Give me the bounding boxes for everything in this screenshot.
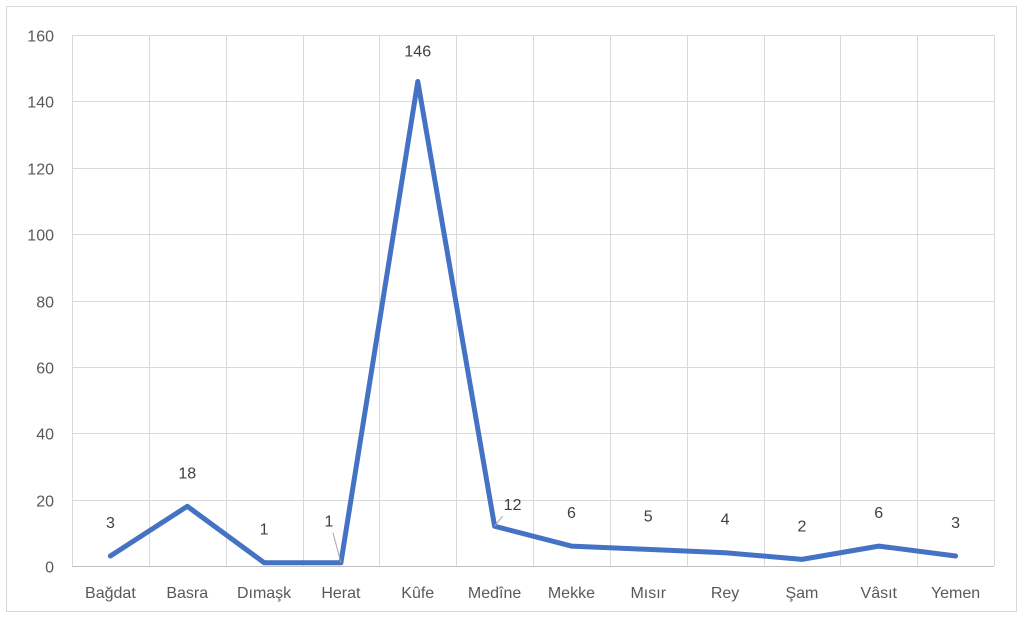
y-tick-label: 100 xyxy=(27,228,54,245)
y-tick-label: 140 xyxy=(27,95,54,112)
data-label: 6 xyxy=(874,505,883,522)
x-tick-label: Rey xyxy=(711,585,739,602)
y-tick-label: 0 xyxy=(45,560,54,577)
data-label: 6 xyxy=(567,505,576,522)
x-tick-label: Herat xyxy=(321,585,361,602)
x-axis-tick-labels: Bağdat Basra Dımaşk Herat Kûfe Medîne Mekke Mıs… xyxy=(85,585,980,602)
chart-frame xyxy=(6,6,1017,612)
y-tick-label: 120 xyxy=(27,162,54,179)
data-label: 4 xyxy=(721,512,730,529)
data-label-leader xyxy=(494,515,503,527)
horizontal-gridlines xyxy=(72,35,994,501)
data-label: 1 xyxy=(260,522,269,539)
y-tick-label: 60 xyxy=(36,361,54,378)
y-tick-label: 20 xyxy=(36,494,54,511)
x-tick-label: Bağdat xyxy=(85,585,136,602)
x-tick-label: Kûfe xyxy=(401,585,434,602)
data-label: 18 xyxy=(178,465,196,482)
data-label: 5 xyxy=(644,508,653,525)
y-tick-label: 40 xyxy=(36,427,54,444)
x-tick-label: Dımaşk xyxy=(237,585,292,602)
data-label: 146 xyxy=(404,43,431,60)
y-tick-label: 160 xyxy=(27,29,54,46)
vertical-gridlines xyxy=(72,35,995,566)
data-label: 12 xyxy=(504,497,522,514)
x-tick-label: Medîne xyxy=(468,585,521,602)
x-tick-label: Şam xyxy=(785,585,818,602)
data-label: 3 xyxy=(951,515,960,532)
x-tick-label: Vâsıt xyxy=(861,585,898,602)
data-label: 2 xyxy=(797,518,806,535)
y-axis-tick-labels: 0 20 40 60 80 100 120 140 160 xyxy=(27,29,54,577)
x-tick-label: Mekke xyxy=(548,585,595,602)
data-labels-group: 3 18 1 1 146 12 6 5 4 2 6 3 xyxy=(106,43,960,563)
series-group xyxy=(107,79,959,566)
y-tick-label: 80 xyxy=(36,295,54,312)
x-tick-label: Basra xyxy=(166,585,208,602)
x-tick-label: Yemen xyxy=(931,585,980,602)
series-line xyxy=(107,79,959,566)
data-label: 1 xyxy=(324,514,333,531)
data-label: 3 xyxy=(106,515,115,532)
data-label-leader xyxy=(332,532,342,563)
x-tick-label: Mısır xyxy=(630,585,666,602)
